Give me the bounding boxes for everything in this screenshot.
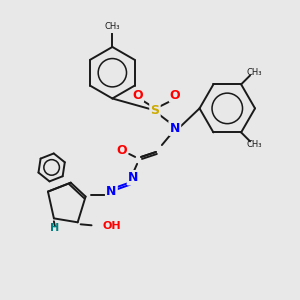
- Text: CH₃: CH₃: [246, 68, 262, 77]
- Text: O: O: [169, 89, 180, 102]
- Text: CH₃: CH₃: [246, 140, 262, 149]
- Text: N: N: [169, 122, 180, 135]
- Text: O: O: [116, 143, 127, 157]
- Text: H: H: [50, 223, 59, 233]
- Text: N: N: [106, 185, 116, 198]
- Text: S: S: [151, 104, 160, 117]
- Text: OH: OH: [102, 221, 121, 231]
- Text: O: O: [133, 89, 143, 102]
- Text: CH₃: CH₃: [105, 22, 120, 31]
- Text: N: N: [128, 171, 138, 184]
